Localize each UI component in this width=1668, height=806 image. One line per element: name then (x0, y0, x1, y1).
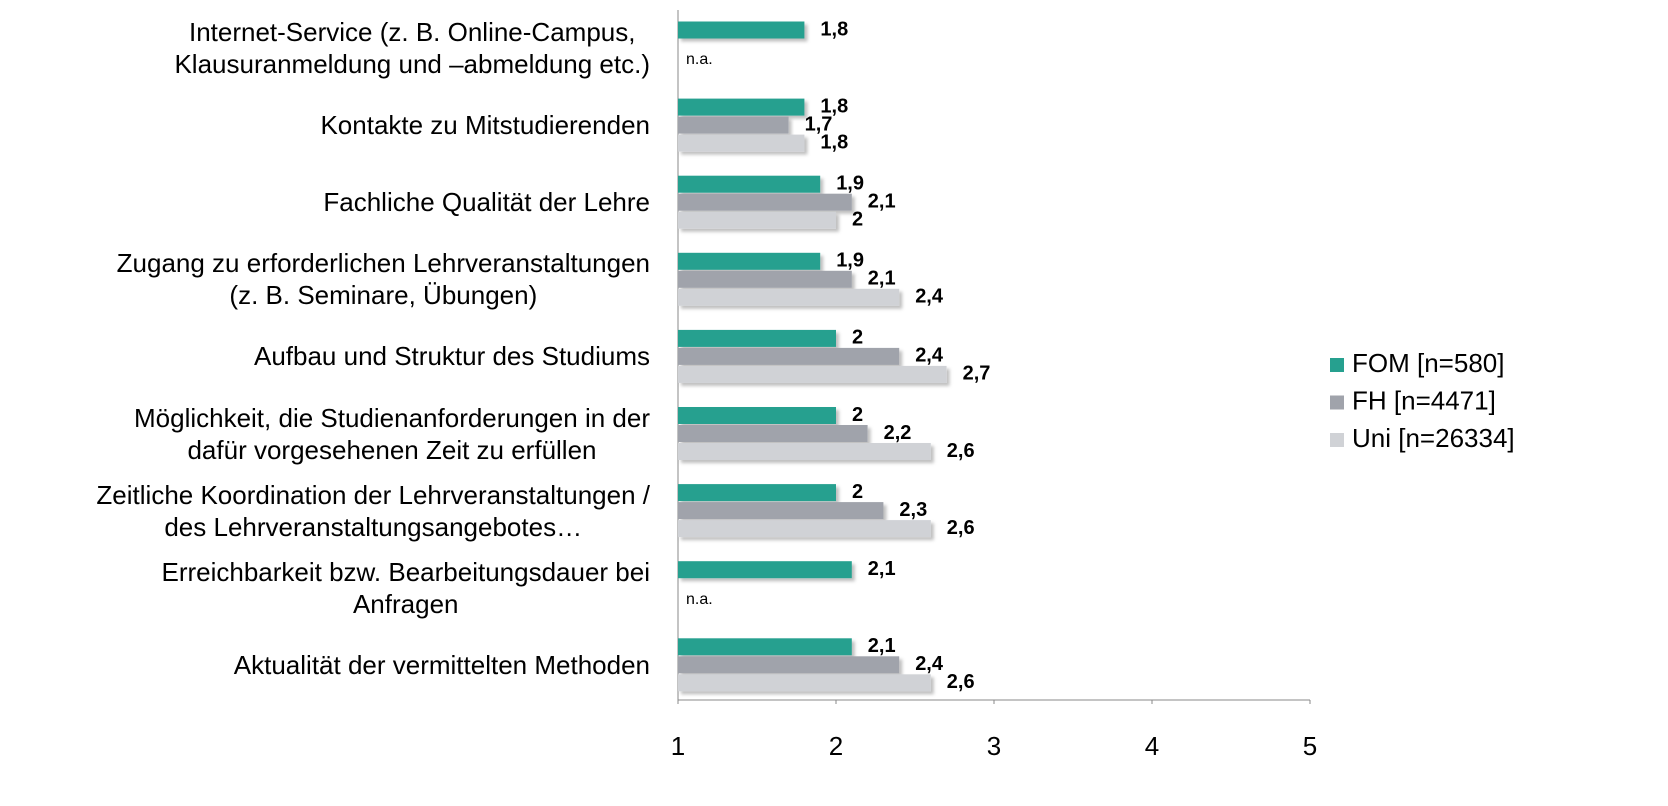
bar (678, 288, 900, 306)
bar (678, 502, 884, 520)
bar (678, 407, 836, 424)
bar (678, 175, 821, 193)
bar (678, 21, 805, 39)
value-label: 2,1 (868, 190, 896, 212)
category-label: Aufbau und Struktur des Studiums (253, 341, 650, 372)
x-tick-label: 2 (829, 731, 843, 761)
bar (678, 561, 852, 579)
bar (678, 656, 900, 674)
category-label: Kontakte zu Mitstudierenden (320, 110, 650, 141)
legend-label: FOM [n=580] (1352, 348, 1504, 378)
category-label: Möglichkeit, die Studienanforderungen in… (133, 402, 650, 465)
bar (678, 211, 836, 229)
value-label: 2,2 (884, 422, 912, 444)
bar (678, 347, 900, 365)
value-label: 2,4 (915, 345, 944, 367)
bar (678, 98, 805, 116)
bar (678, 443, 931, 460)
value-label: 1,8 (820, 95, 848, 117)
x-tick-label: 1 (671, 731, 685, 761)
x-tick-label: 4 (1145, 731, 1159, 761)
bar (678, 484, 836, 502)
bar (678, 193, 852, 211)
value-label: 2,6 (947, 440, 975, 462)
value-label: 1,8 (820, 18, 848, 40)
x-tick-label: 5 (1303, 731, 1317, 761)
value-label: 2,1 (868, 635, 896, 657)
value-label: 1,9 (836, 250, 864, 272)
bar (678, 425, 868, 442)
x-tick-label: 3 (987, 731, 1001, 761)
value-label: 2,7 (963, 363, 991, 385)
legend-label: Uni [n=26334] (1352, 423, 1515, 453)
value-label: n.a. (686, 51, 713, 68)
category-label: Aktualität der vermittelten Methoden (233, 649, 650, 680)
value-label: 2 (852, 404, 863, 426)
value-label: 2,4 (915, 653, 944, 675)
category-label: Zeitliche Koordination der Lehrveranstal… (96, 479, 650, 542)
value-label: 1,7 (805, 113, 833, 135)
legend-swatch (1330, 433, 1344, 447)
bar (678, 252, 821, 270)
bar (678, 116, 789, 134)
value-label: 1,8 (820, 131, 848, 153)
bar (678, 520, 931, 538)
bar (678, 270, 852, 288)
value-label: 2 (852, 208, 863, 230)
bar (678, 329, 836, 347)
category-label: Zugang zu erforderlichen Lehrveranstaltu… (116, 248, 650, 311)
value-label: 2 (852, 481, 863, 503)
legend-label: FH [n=4471] (1352, 385, 1496, 415)
category-label: Erreichbarkeit bzw. Bearbeitungsdauer be… (161, 556, 650, 619)
legend-swatch (1330, 395, 1344, 410)
value-label: 2,6 (947, 517, 975, 539)
bar (678, 134, 805, 152)
bar (678, 674, 931, 692)
legend-swatch (1330, 358, 1344, 372)
value-label: 2,1 (868, 558, 896, 580)
value-label: 2,3 (899, 499, 927, 521)
bar (678, 638, 852, 656)
value-label: 2,6 (947, 671, 975, 693)
category-label: Internet-Service (z. B. Online-Campus, K… (174, 17, 650, 79)
category-label: Fachliche Qualität der Lehre (323, 187, 650, 218)
value-label: 2,1 (868, 268, 896, 290)
value-label: 2,4 (915, 286, 944, 308)
value-label: 1,9 (836, 172, 864, 194)
bar (678, 365, 947, 383)
value-label: 2 (852, 327, 863, 349)
value-label: n.a. (686, 591, 713, 608)
